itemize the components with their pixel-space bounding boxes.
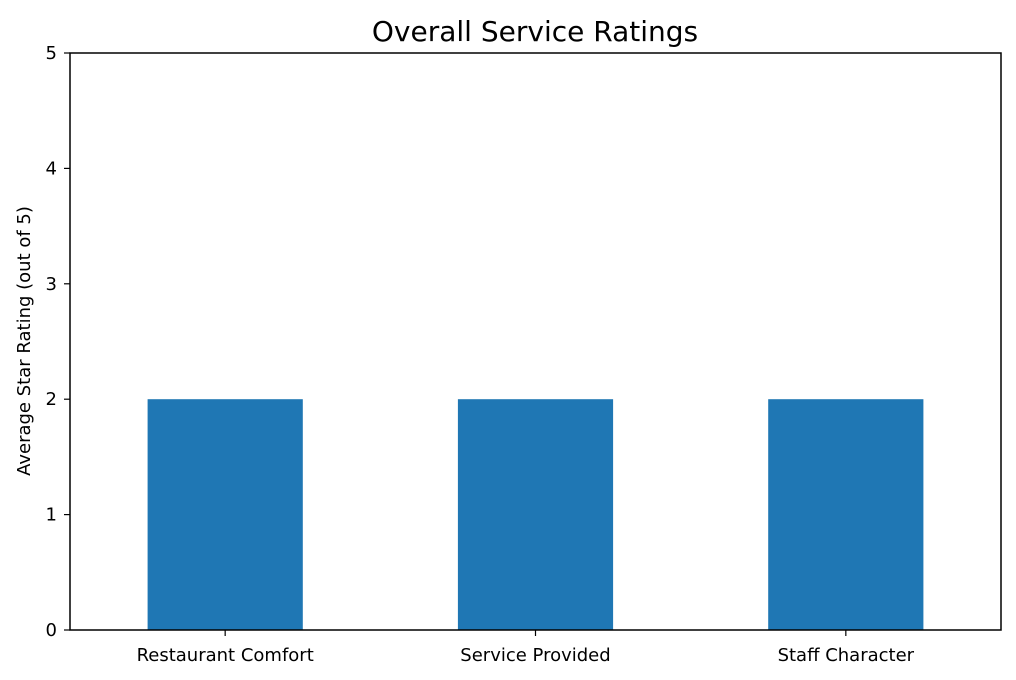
y-tick-label-5: 5 (46, 43, 57, 64)
y-tick-label-3: 3 (46, 274, 57, 295)
bar-2 (768, 399, 924, 630)
bar-1 (457, 399, 614, 630)
plot-frame (69, 52, 1002, 631)
chart-title: Overall Service Ratings (372, 15, 698, 48)
bar-0 (147, 399, 303, 630)
y-axis-ticks: 0 1 2 3 4 5 (46, 43, 70, 641)
y-tick-label-1: 1 (46, 505, 57, 526)
bars-layer (147, 399, 924, 630)
y-tick-label-4: 4 (46, 158, 57, 179)
y-tick-label-0: 0 (46, 620, 57, 641)
x-axis-ticks: Restaurant Comfort Service Provided Staff … (137, 630, 915, 666)
y-tick-label-2: 2 (46, 389, 57, 410)
x-tick-label-1: Service Provided (460, 645, 610, 666)
x-tick-label-2: Staff Character (778, 645, 915, 666)
x-tick-label-0: Restaurant Comfort (137, 645, 314, 666)
y-axis-label: Average Star Rating (out of 5) (14, 206, 35, 476)
